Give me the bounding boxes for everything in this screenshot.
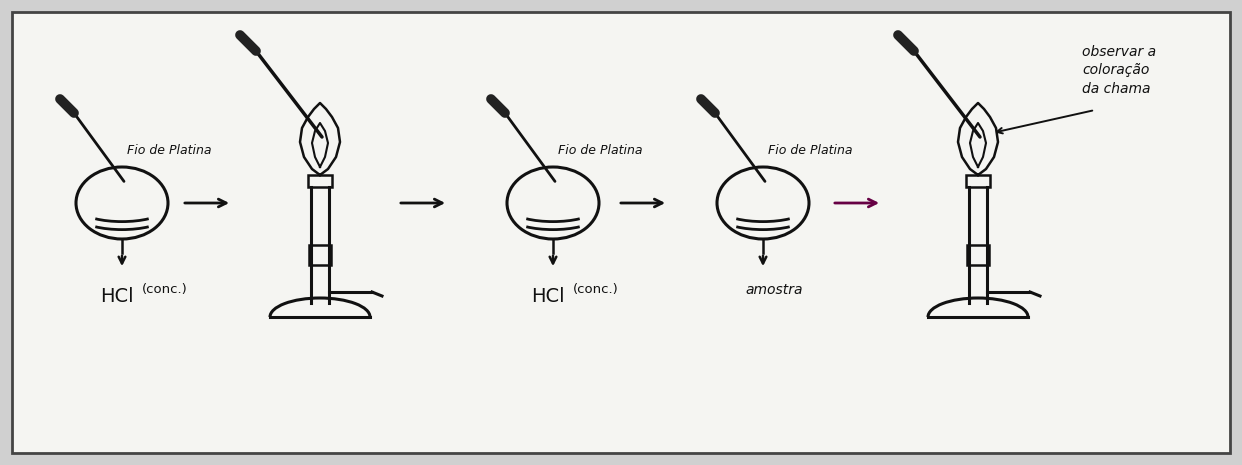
Text: HCl: HCl — [532, 287, 565, 306]
Bar — [309, 245, 332, 265]
Text: (conc.): (conc.) — [573, 283, 619, 296]
Bar — [966, 175, 990, 187]
Text: Fio de Platina: Fio de Platina — [768, 144, 852, 157]
Bar — [308, 175, 332, 187]
Text: Fio de Platina: Fio de Platina — [127, 144, 211, 157]
Text: HCl: HCl — [101, 287, 134, 306]
Text: Fio de Platina: Fio de Platina — [558, 144, 642, 157]
Bar — [968, 245, 989, 265]
Text: amostra: amostra — [745, 283, 802, 297]
Text: observar a
coloração
da chama: observar a coloração da chama — [1082, 45, 1156, 96]
Text: (conc.): (conc.) — [142, 283, 188, 296]
